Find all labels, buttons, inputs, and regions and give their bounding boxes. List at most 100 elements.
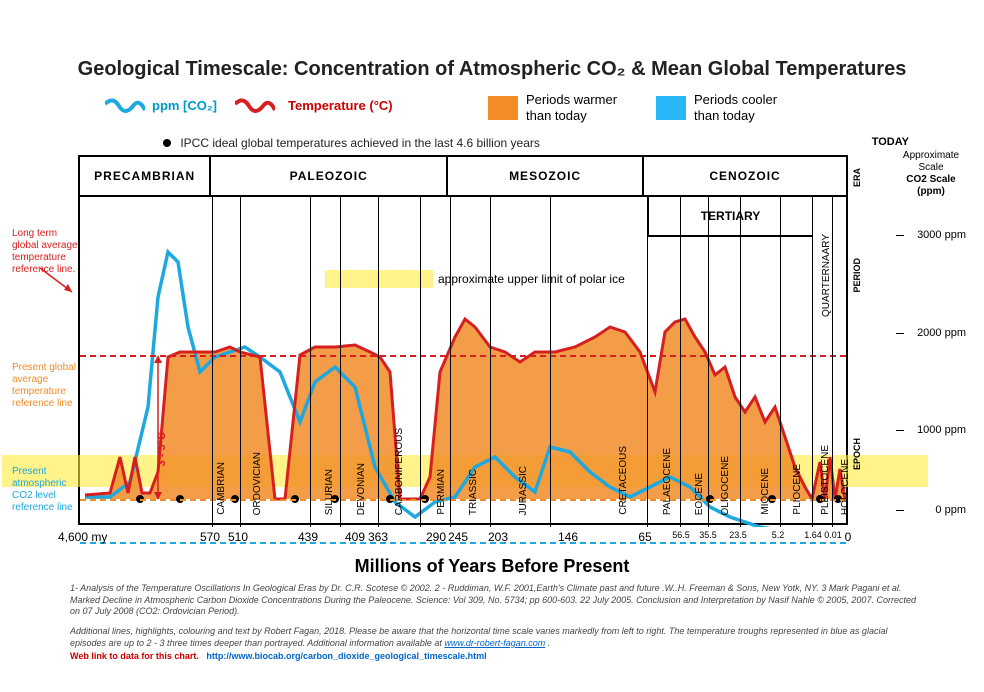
x-tick: 409 <box>345 530 365 544</box>
y-tick-mark <box>896 333 904 334</box>
y-axis-title: Approximate Scale CO2 Scale (ppm) <box>896 150 966 198</box>
chart-body: TERTIARY QUARTERNAARY <box>80 197 846 527</box>
present-temp-annotation: Present global average temperature refer… <box>12 362 84 410</box>
x-tick: 510 <box>228 530 248 544</box>
y-tick-mark <box>896 430 904 431</box>
period-divider <box>812 197 813 527</box>
x-tick: 35.5 <box>699 530 717 540</box>
today-label: TODAY <box>872 136 909 148</box>
x-tick: 439 <box>298 530 318 544</box>
era-cell: PALEOZOIC <box>211 157 448 195</box>
x-tick: 203 <box>488 530 508 544</box>
x-axis-label: Millions of Years Before Present <box>0 556 984 577</box>
chart-title: Geological Timescale: Concentration of A… <box>0 58 984 81</box>
period-label: PLEISTOCENE <box>820 445 831 515</box>
period-divider <box>212 197 213 527</box>
footnote-1: 1- Analysis of the Temperature Oscillati… <box>70 583 920 618</box>
legend-warm-label: Periods warmer than today <box>526 92 626 123</box>
x-tick: 23.5 <box>729 530 747 540</box>
present-co2-annotation: Present atmospheric CO2 level reference … <box>12 466 84 514</box>
x-tick: 1.64 <box>804 530 822 540</box>
period-label: OLIGOCENE <box>720 456 731 515</box>
period-divider <box>490 197 491 527</box>
period-label: ORDOVICIAN <box>252 452 263 515</box>
period-label: EOCENE <box>694 473 705 515</box>
period-divider <box>780 197 781 527</box>
x-tick: 245 <box>448 530 468 544</box>
epoch-axis-label: EPOCH <box>852 438 862 470</box>
x-tick: 5.2 <box>772 530 785 540</box>
period-label: CAMBRIAN <box>216 462 227 515</box>
ipcc-dot-icon <box>163 139 171 147</box>
legend-warm: Periods warmer than today <box>488 92 626 123</box>
y-tick: 0 ppm <box>935 504 966 516</box>
long-term-annotation: Long term global average temperature ref… <box>12 228 84 276</box>
warm-swatch <box>488 96 518 120</box>
x-tick: 4,600 my <box>58 530 107 544</box>
period-label: HOLOCENE <box>840 459 851 515</box>
legend-row: ppm [CO₂] Temperature (°C) Periods warme… <box>0 92 984 132</box>
footnote-2: Additional lines, highlights, colouring … <box>70 626 920 649</box>
footnotes: 1- Analysis of the Temperature Oscillati… <box>70 583 920 663</box>
period-label: PERMIAN <box>436 469 447 515</box>
x-tick: 570 <box>200 530 220 544</box>
period-label: PALAEOCENE <box>662 448 673 515</box>
y-tick: 1000 ppm <box>917 424 966 436</box>
period-divider <box>340 197 341 527</box>
era-axis-label: ERA <box>852 168 862 187</box>
period-divider <box>420 197 421 527</box>
y-tick: 3000 ppm <box>917 229 966 241</box>
orange-ref-line <box>80 499 846 501</box>
ipcc-label: IPCC ideal global temperatures achieved … <box>180 136 540 150</box>
period-divider <box>550 197 551 527</box>
arrow-icon <box>40 268 80 298</box>
period-divider <box>450 197 451 527</box>
period-divider <box>240 197 241 527</box>
chart-container: Geological Timescale: Concentration of A… <box>0 0 984 692</box>
period-label: CARBONIFEROUS <box>394 428 405 515</box>
x-tick: 65 <box>638 530 651 544</box>
period-axis-label: PERIOD <box>852 258 862 293</box>
red-ref-line <box>80 355 846 357</box>
weblink-url[interactable]: http://www.biocab.org/carbon_dioxide_geo… <box>206 651 486 661</box>
era-cell: CENOZOIC <box>644 157 846 195</box>
period-divider <box>680 197 681 527</box>
weblink-label: Web link to data for this chart. <box>70 651 199 661</box>
period-divider <box>708 197 709 527</box>
temp-range-label: 3 - 5°C <box>156 432 169 466</box>
period-label: MIOCENE <box>760 468 771 515</box>
x-tick: 0 <box>845 530 852 544</box>
legend-co2-label: ppm [CO₂] <box>152 98 217 113</box>
period-label: DEVONIAN <box>356 463 367 515</box>
weblink-row: Web link to data for this chart. http://… <box>70 651 920 663</box>
y-tick-mark <box>896 510 904 511</box>
cool-swatch <box>656 96 686 120</box>
x-ticks: 4,600 my5705104394093632902452031466556.… <box>78 530 848 550</box>
polar-ice-annotation: approximate upper limit of polar ice <box>438 272 625 286</box>
period-label: JURASSIC <box>518 466 529 515</box>
period-label: PLIOCENE <box>792 464 803 515</box>
era-row: PRECAMBRIANPALEOZOICMESOZOICCENOZOIC <box>80 157 846 197</box>
y-tick: 2000 ppm <box>917 327 966 339</box>
plot-area: PRECAMBRIANPALEOZOICMESOZOICCENOZOIC TER… <box>78 155 848 525</box>
period-divider <box>740 197 741 527</box>
chart-svg <box>80 197 850 527</box>
period-divider <box>378 197 379 527</box>
period-label: CRETACEOUS <box>618 446 629 515</box>
y-tick-mark <box>896 235 904 236</box>
legend-temp-label: Temperature (°C) <box>288 98 393 113</box>
y-axis: Approximate Scale CO2 Scale (ppm) 3000 p… <box>906 155 966 525</box>
period-divider <box>647 197 648 527</box>
period-divider <box>832 197 833 527</box>
x-tick: 56.5 <box>672 530 690 540</box>
x-tick: 0.01 <box>824 530 842 540</box>
legend-cool-label: Periods cooler than today <box>694 92 794 123</box>
period-label: TRIASSIC <box>468 469 479 515</box>
x-tick: 146 <box>558 530 578 544</box>
x-tick: 290 <box>426 530 446 544</box>
x-tick: 363 <box>368 530 388 544</box>
temp-range-arrow <box>150 355 166 500</box>
ipcc-legend: IPCC ideal global temperatures achieved … <box>163 136 540 150</box>
period-label: SILURIAN <box>324 469 335 515</box>
legend-cool: Periods cooler than today <box>656 92 794 123</box>
